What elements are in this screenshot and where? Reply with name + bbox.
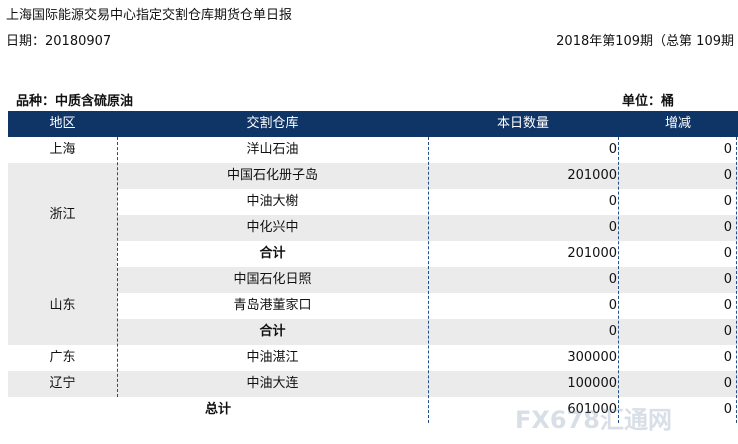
column-divider [618,137,619,423]
change: 0 [618,293,738,319]
quantity: 0 [428,137,618,163]
quantity: 0 [428,267,618,293]
warehouse: 洋山石油 [117,137,428,163]
subtotal-label: 合计 [117,319,428,345]
quantity: 601000 [428,397,618,423]
quantity: 0 [428,189,618,215]
quantity: 0 [428,215,618,241]
report-title: 上海国际能源交易中心指定交割仓库期货仓单日报 [6,8,293,23]
report-date: 日期：20180907 [6,34,112,49]
column-header: 增减 [618,111,738,137]
warehouse: 中油大连 [117,371,428,397]
column-header: 本日数量 [428,111,618,137]
change: 0 [618,241,738,267]
column-divider [117,137,118,397]
column-divider [736,137,737,423]
region: 辽宁 [8,371,117,397]
column-divider [428,137,429,423]
column-header: 地区 [8,111,117,137]
warehouse: 中油湛江 [117,345,428,371]
unit: 单位：桶 [622,94,675,109]
change: 0 [618,371,738,397]
warehouse: 中化兴中 [117,215,428,241]
quantity: 201000 [428,241,618,267]
quantity: 300000 [428,345,618,371]
quantity: 201000 [428,163,618,189]
column-header: 交割仓库 [117,111,428,137]
quantity: 100000 [428,371,618,397]
warehouse: 中国石化册子岛 [117,163,428,189]
watermark: FX678汇通网 [515,406,672,434]
change: 0 [618,189,738,215]
region: 浙江 [8,163,117,267]
warehouse: 中油大榭 [117,189,428,215]
region: 山东 [8,267,117,345]
warehouse: 青岛港董家口 [117,293,428,319]
change: 0 [618,163,738,189]
change: 0 [618,319,738,345]
change: 0 [618,345,738,371]
variety: 品种：中质含硫原油 [16,94,134,109]
total-label: 总计 [8,397,428,423]
subtotal-label: 合计 [117,241,428,267]
report-issue: 2018年第109期（总第 109期 [556,34,734,49]
quantity: 0 [428,293,618,319]
quantity: 0 [428,319,618,345]
change: 0 [618,215,738,241]
change: 0 [618,397,738,423]
change: 0 [618,267,738,293]
change: 0 [618,137,738,163]
region: 上海 [8,137,117,163]
region: 广东 [8,345,117,371]
warehouse: 中国石化日照 [117,267,428,293]
